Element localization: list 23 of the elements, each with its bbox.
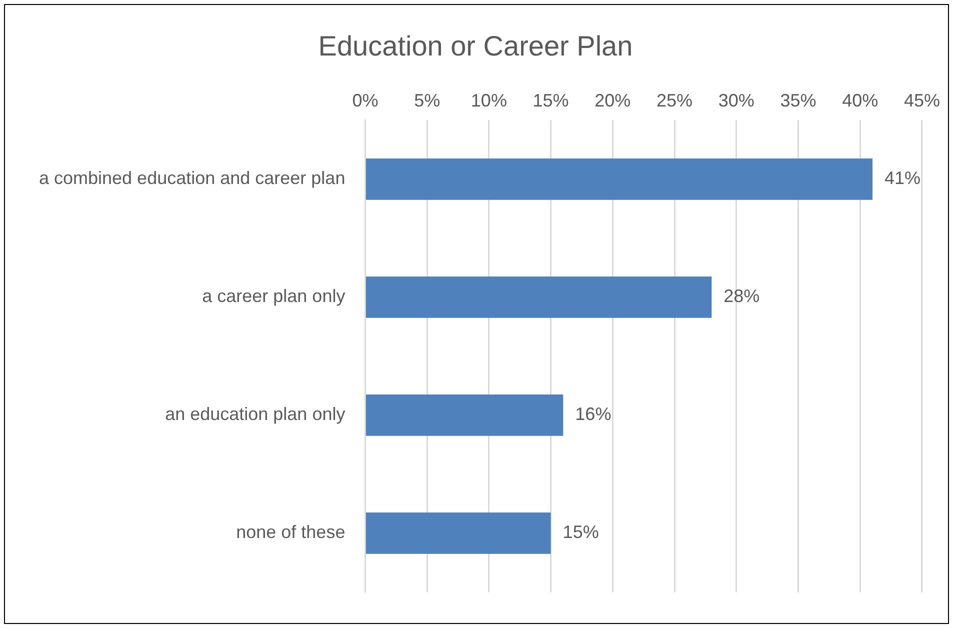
x-tick-label: 35%: [780, 90, 816, 110]
chart-title: Education or Career Plan: [318, 30, 633, 62]
y-tick-label: none of these: [236, 522, 346, 542]
data-label: 41%: [884, 168, 921, 188]
x-tick-label: 0%: [352, 90, 378, 110]
bar: [366, 512, 551, 554]
x-tick-label: 25%: [656, 90, 693, 110]
x-tick-label: 20%: [594, 90, 631, 110]
y-tick-label: an education plan only: [165, 404, 346, 424]
x-tick-label: 10%: [470, 90, 507, 110]
data-label: 15%: [562, 522, 599, 542]
bar: [366, 394, 564, 436]
x-tick-label: 15%: [532, 90, 569, 110]
x-tick-label: 5%: [414, 90, 440, 110]
y-tick-label: a combined education and career plan: [38, 168, 346, 188]
data-label: 28%: [724, 286, 760, 306]
x-tick-label: 45%: [904, 90, 940, 110]
bar: [366, 158, 872, 200]
y-tick-label: a career plan only: [202, 286, 346, 306]
x-tick-label: 30%: [718, 90, 754, 110]
data-label: 16%: [575, 404, 612, 424]
x-tick-label: 40%: [842, 90, 878, 110]
bar: [366, 276, 712, 318]
